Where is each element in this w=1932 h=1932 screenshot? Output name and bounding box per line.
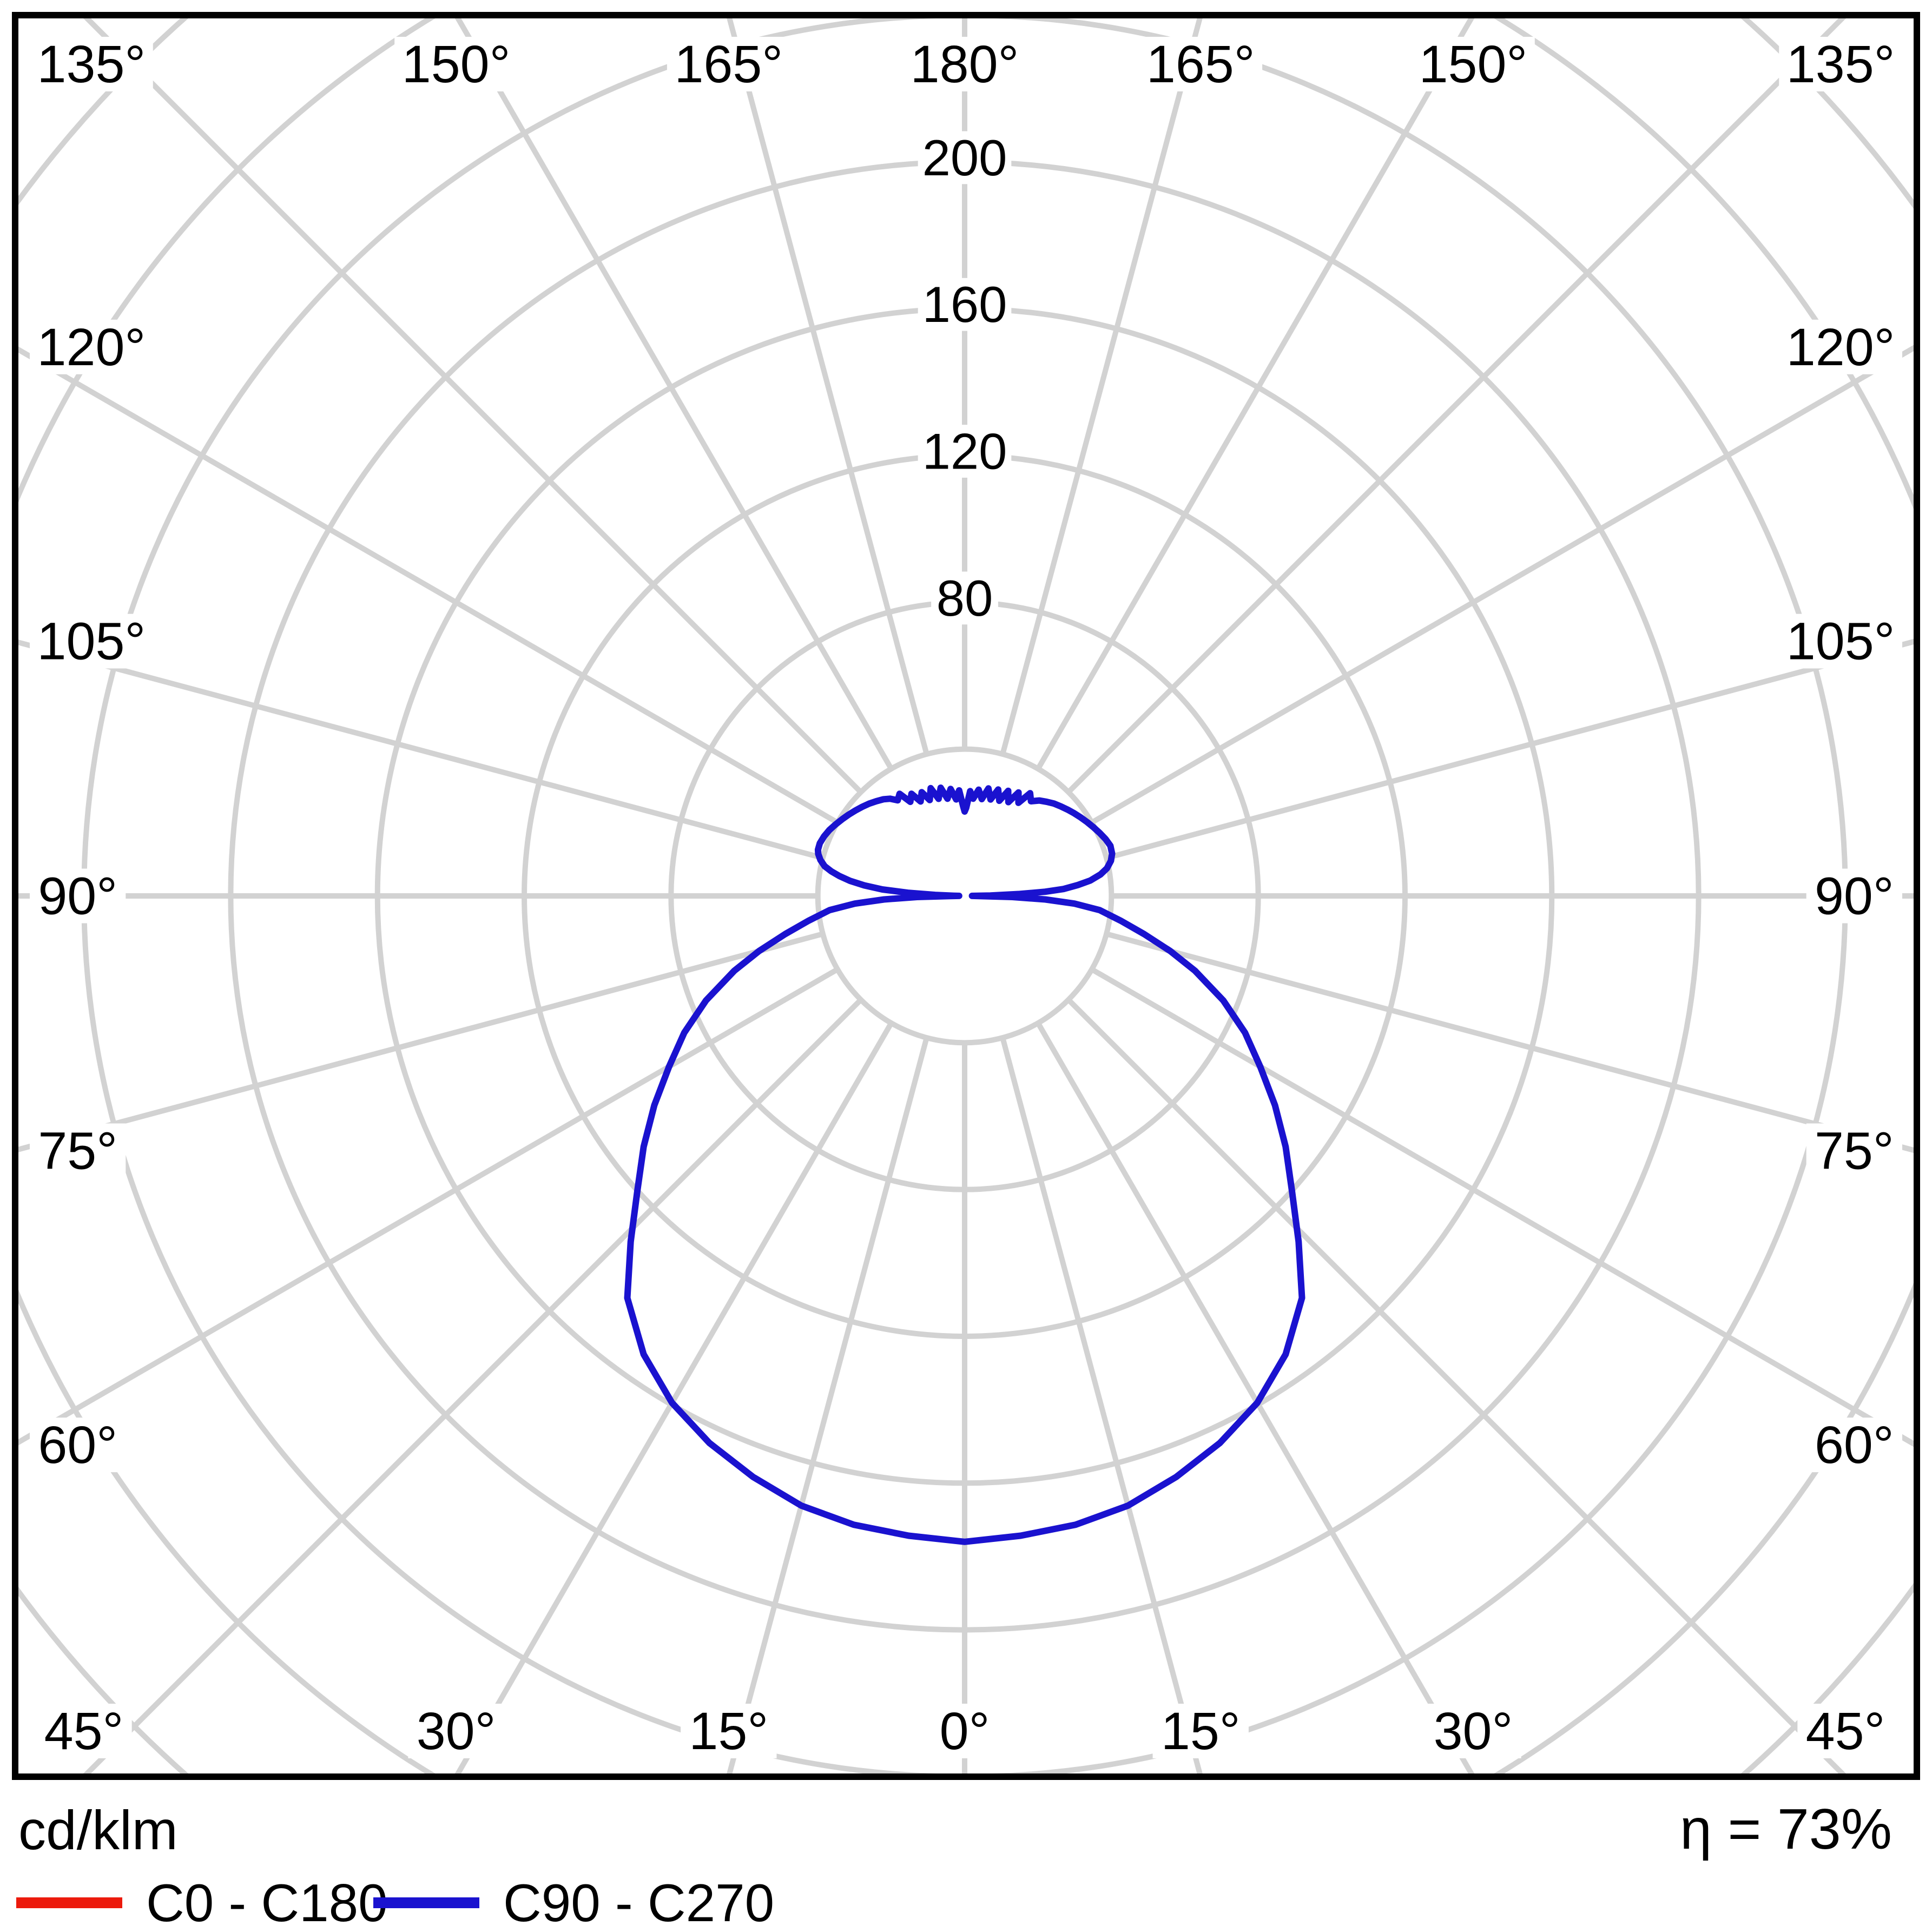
angle-label-60l: 60° — [38, 1415, 117, 1474]
grid-radial-165 — [1000, 15, 1204, 755]
legend-item-c0-c180: C0 - C180 — [16, 1873, 388, 1932]
angle-label-30l: 30° — [417, 1702, 496, 1760]
legend-label-c90-c270: C90 - C270 — [503, 1873, 775, 1932]
grid-radial-75 — [1105, 931, 1917, 1154]
angle-label-150l: 150° — [402, 35, 511, 94]
angle-label-75l-bg — [30, 1123, 126, 1178]
angle-label-15r: 15° — [1161, 1702, 1241, 1760]
angle-label-120r: 120° — [1786, 318, 1895, 377]
angle-label-120l: 120° — [37, 318, 146, 377]
radial-tick-120-bg — [918, 425, 1012, 478]
angle-label-90r-bg — [1806, 868, 1902, 924]
angle-label-30l-bg — [408, 1704, 504, 1758]
angle-label-90l-bg — [30, 868, 126, 924]
legend-item-c90-c270: C90 - C270 — [373, 1873, 774, 1932]
angle-label-165r-bg — [1139, 37, 1263, 91]
angle-label-105l: 105° — [37, 612, 146, 671]
angle-label-30r: 30° — [1434, 1702, 1513, 1760]
grid-radial-135 — [1066, 15, 1850, 794]
grid-radial-345 — [726, 1037, 929, 1777]
angle-label-60r-bg — [1806, 1417, 1902, 1473]
angle-label-105r: 105° — [1786, 612, 1895, 671]
grid-radial-15 — [1000, 1037, 1204, 1777]
plot-border — [12, 12, 1920, 1780]
grid-ring-40 — [815, 746, 1115, 1046]
angle-label-135r-bg — [1779, 37, 1902, 91]
angle-label-45r-bg — [1797, 1704, 1894, 1758]
angle-label-135l: 135° — [37, 35, 146, 94]
angle-label-45l-bg — [36, 1704, 132, 1758]
radial-tick-160-bg — [918, 278, 1012, 331]
radial-tick-80: 80 — [937, 570, 993, 627]
radial-tick-120: 120 — [922, 423, 1007, 480]
grid-radial-315 — [80, 998, 863, 1777]
radial-tick-80-bg — [931, 571, 998, 625]
angle-label-180r: 180° — [911, 35, 1019, 94]
radial-tick-160: 160 — [922, 276, 1007, 333]
grid-radial-45 — [1066, 998, 1850, 1777]
angle-label-135r: 135° — [1786, 35, 1895, 94]
angle-label-30r-bg — [1425, 1704, 1521, 1758]
angle-label-15l: 15° — [689, 1702, 768, 1760]
angle-label-135l-bg — [30, 37, 153, 91]
angle-label-45r: 45° — [1806, 1702, 1885, 1760]
angle-label-60r: 60° — [1815, 1415, 1894, 1474]
angle-label-90r: 90° — [1815, 867, 1894, 926]
angle-label-105r-bg — [1779, 614, 1902, 669]
efficiency-label: η = 73% — [1680, 1797, 1892, 1861]
angle-label-165l-bg — [667, 37, 790, 91]
angle-label-45l: 45° — [44, 1702, 124, 1760]
grid-radial-30 — [1036, 1021, 1476, 1777]
units-label: cd/klm — [18, 1799, 178, 1861]
angle-label-75r-bg — [1806, 1123, 1902, 1178]
grid-radial-210 — [453, 15, 894, 770]
legend-swatch-red — [16, 1897, 122, 1908]
legend-swatch-blue — [373, 1897, 479, 1908]
angle-label-105l-bg — [30, 614, 153, 669]
angle-label-165l: 165° — [674, 35, 783, 94]
grid-radial-105 — [1105, 638, 1917, 861]
grid-radial-300 — [15, 967, 839, 1448]
angle-label-165r: 165° — [1146, 35, 1255, 94]
angle-label-150l-bg — [394, 37, 518, 91]
angle-label-150r-bg — [1412, 37, 1535, 91]
angle-label-120r-bg — [1779, 319, 1902, 374]
chart-footer: cd/klm η = 73% C0 - C180 C90 - C270 — [0, 1777, 1932, 1932]
angle-label-150r: 150° — [1419, 35, 1528, 94]
grid-radial-195 — [726, 15, 929, 755]
grid-radial-240 — [15, 344, 839, 825]
curve-c90-c270 — [624, 784, 1305, 1545]
angle-label-60l-bg — [30, 1417, 126, 1473]
legend: C0 - C180 C90 - C270 — [16, 1873, 1856, 1932]
radial-tick-200: 200 — [922, 129, 1007, 186]
angle-label-75l: 75° — [38, 1121, 117, 1180]
grid-radial-120 — [1090, 343, 1917, 825]
grid-radial-60 — [1090, 967, 1917, 1449]
grid-radial-330 — [453, 1021, 894, 1777]
angle-label-180r-bg — [903, 37, 1026, 91]
angle-label-0r: 0° — [940, 1702, 990, 1760]
grid-radial-285 — [15, 931, 824, 1153]
angle-label-0r-bg — [930, 1704, 999, 1758]
radial-tick-200-bg — [918, 131, 1012, 184]
angle-label-15l-bg — [681, 1704, 777, 1758]
angle-label-75r: 75° — [1815, 1121, 1894, 1180]
legend-label-c0-c180: C0 - C180 — [146, 1873, 388, 1932]
grid-radial-255 — [15, 638, 824, 861]
angle-label-15r-bg — [1152, 1704, 1249, 1758]
angle-label-90l: 90° — [38, 867, 117, 926]
grid-radial-150 — [1036, 15, 1476, 770]
angle-label-120l-bg — [30, 319, 153, 374]
